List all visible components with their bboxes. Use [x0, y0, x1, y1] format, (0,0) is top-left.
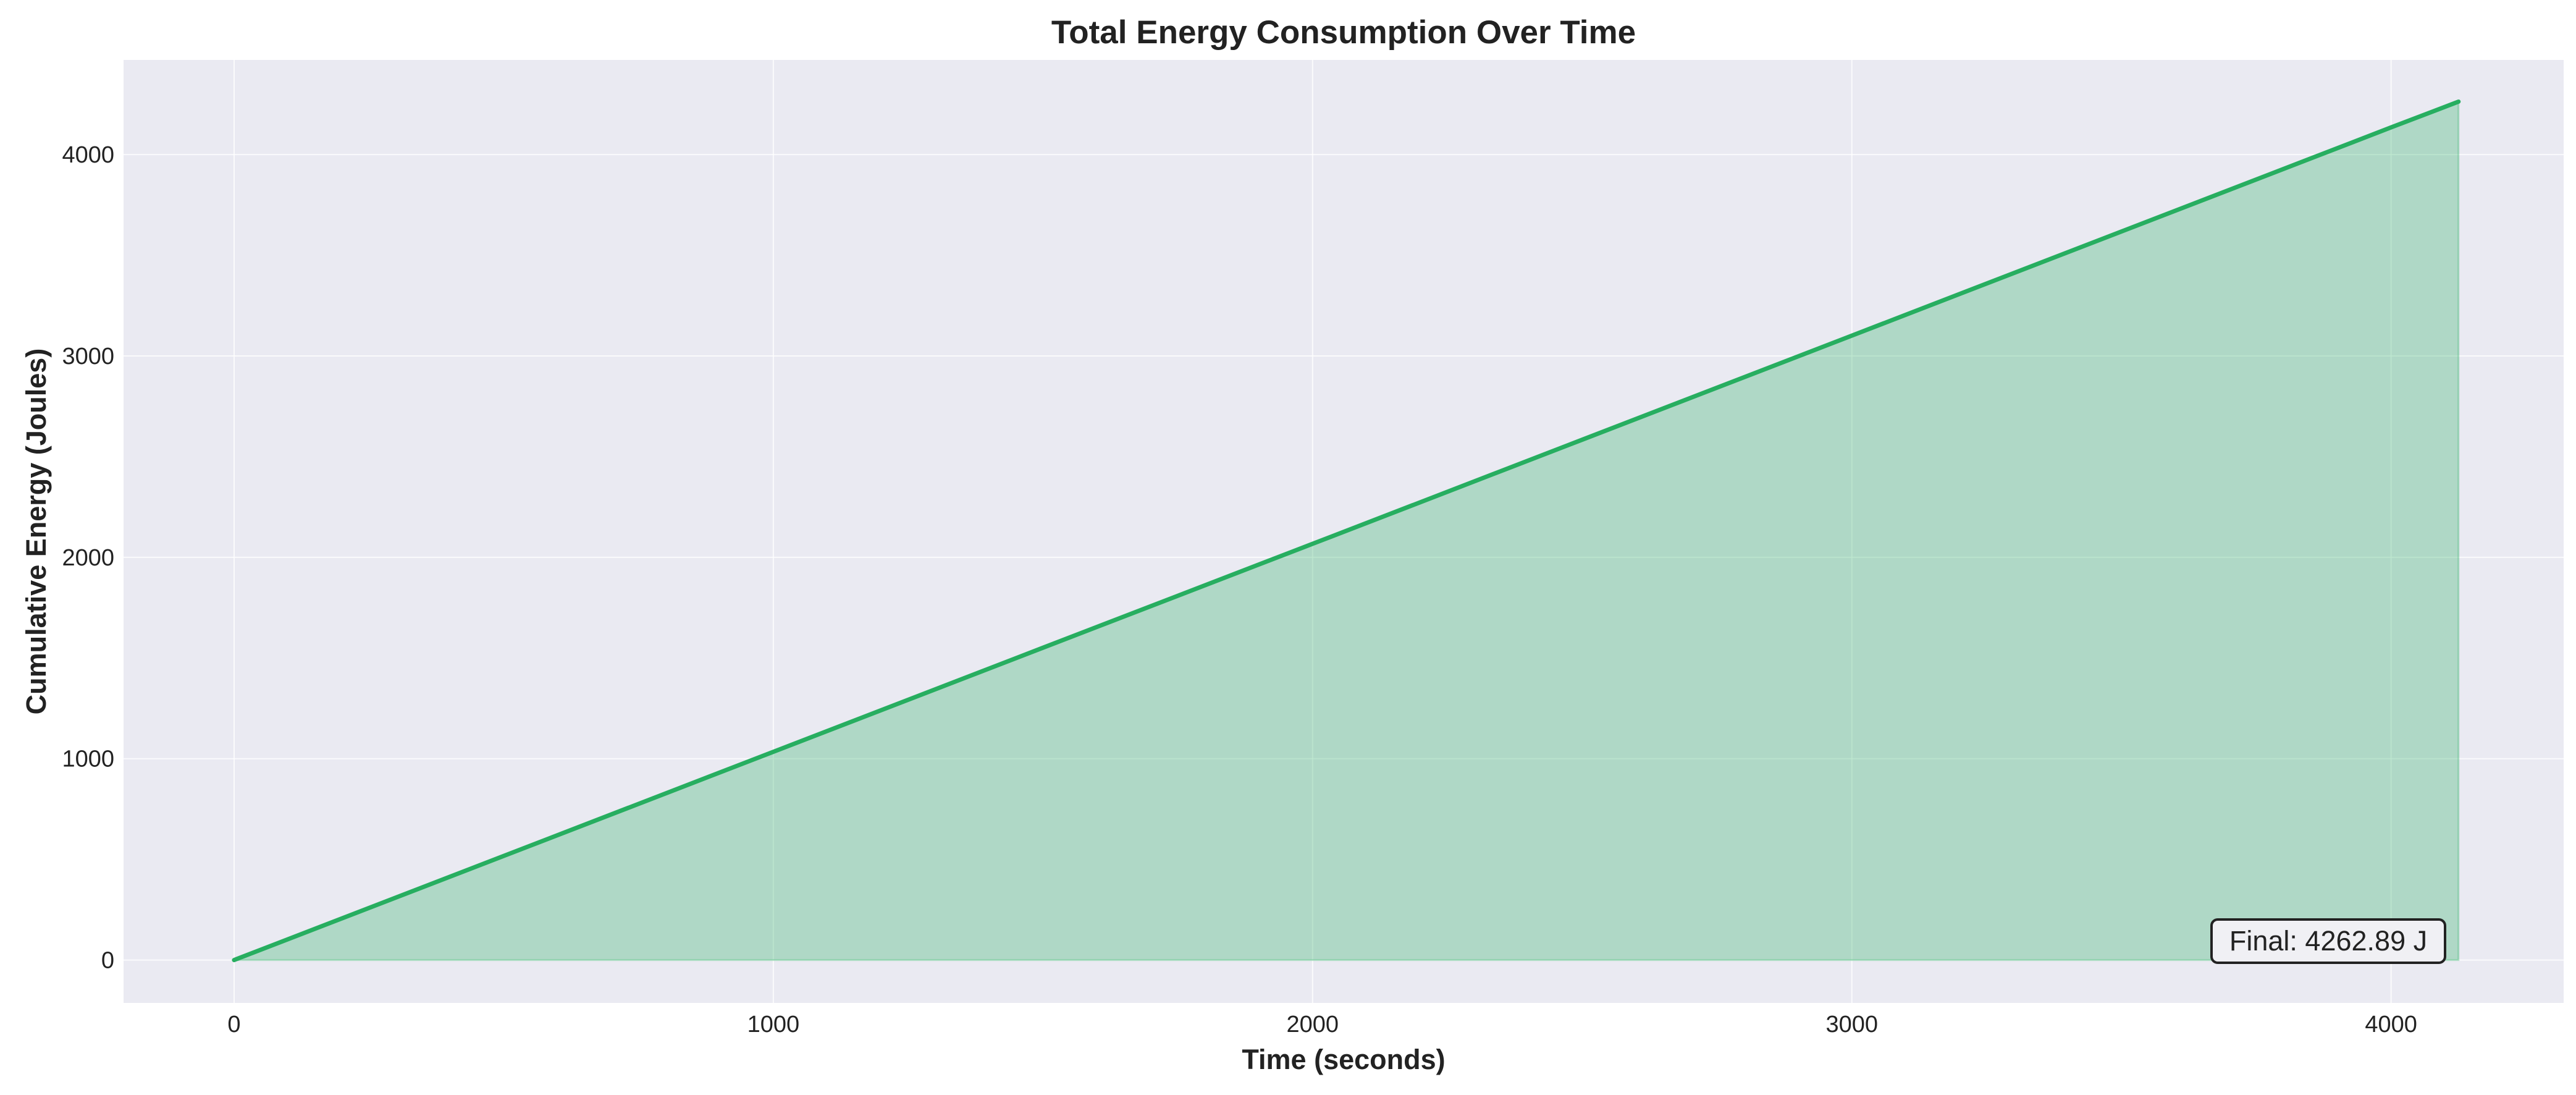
x-tick-label: 2000: [1287, 1012, 1339, 1038]
y-tick-label: 2000: [62, 545, 114, 571]
chart-title: Total Energy Consumption Over Time: [1051, 14, 1636, 51]
y-axis-label: Cumulative Energy (Joules): [20, 349, 52, 715]
x-tick-label: 3000: [1825, 1012, 1878, 1038]
grid-lines: [124, 60, 2564, 1003]
y-tick-label: 4000: [62, 142, 114, 168]
x-tick-label: 4000: [2365, 1012, 2417, 1038]
x-tick-label: 1000: [747, 1012, 800, 1038]
x-axis-label: Time (seconds): [1242, 1044, 1445, 1075]
y-axis-ticks: 0 1000 2000 3000 4000: [62, 142, 114, 973]
annotation-text: Final: 4262.89 J: [2229, 925, 2427, 957]
energy-series-line: [232, 99, 2461, 963]
y-tick-label: 0: [101, 948, 114, 974]
x-tick-label: 0: [227, 1012, 240, 1038]
annotation-box: [2210, 918, 2446, 964]
y-tick-label: 3000: [62, 344, 114, 370]
final-value-annotation: Final: 4262.89 J: [2210, 918, 2446, 964]
x-axis-ticks: 0 1000 2000 3000 4000: [227, 1012, 2417, 1038]
y-tick-label: 1000: [62, 746, 114, 772]
